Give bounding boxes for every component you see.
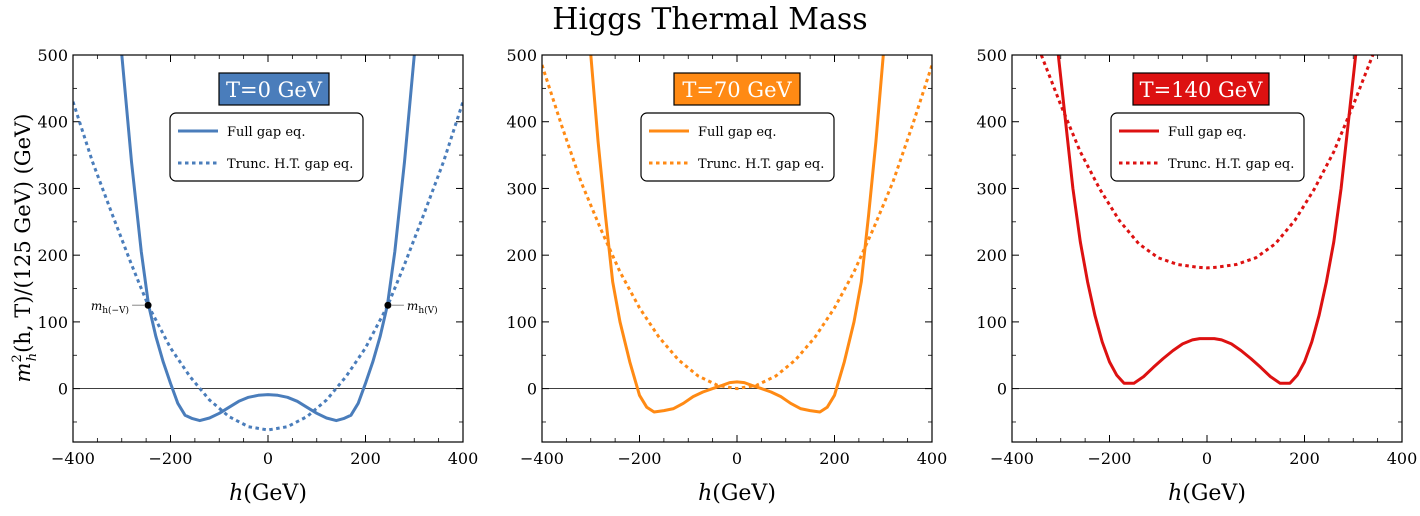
x-tick-label: −200 xyxy=(1088,449,1132,468)
series-line-trunc-ht xyxy=(1039,55,1375,270)
y-tick-label: 100 xyxy=(976,313,1007,332)
annotation-label: mh(V) xyxy=(407,299,438,316)
legend-label: Full gap eq. xyxy=(227,125,306,140)
x-tick-label: −400 xyxy=(990,449,1034,468)
legend-box xyxy=(640,112,835,182)
y-tick-label: 100 xyxy=(37,313,68,332)
figure-title: Higgs Thermal Mass xyxy=(552,2,868,37)
x-tick-label: 200 xyxy=(819,449,850,468)
plot-frame xyxy=(72,54,464,443)
plot-frame xyxy=(1011,54,1403,443)
x-tick-label: 0 xyxy=(1202,449,1212,468)
y-tick-label: 400 xyxy=(37,113,68,132)
y-tick-label: 0 xyxy=(997,380,1007,399)
x-tick-label: 400 xyxy=(448,449,479,468)
y-tick-label: 200 xyxy=(976,246,1007,265)
y-tick-label: 200 xyxy=(506,246,537,265)
x-tick-label: 0 xyxy=(263,449,273,468)
annotation-dot xyxy=(144,301,152,309)
chart-panel-1: −400 −200 0 200 400 0 100 200 300 400 500 mh(−V) mh(… xyxy=(37,46,478,506)
legend-label: Full gap eq. xyxy=(698,125,777,140)
y-tick-label: 500 xyxy=(37,46,68,65)
y-tick-label: 200 xyxy=(37,246,68,265)
panel-title-box xyxy=(1132,72,1270,106)
series-line-trunc-ht xyxy=(542,64,932,391)
legend-label: Trunc. H.T. gap eq. xyxy=(227,157,353,172)
annotation-dot xyxy=(384,301,392,309)
annotation-label: mh(−V) xyxy=(91,299,129,316)
y-tick-label: 400 xyxy=(976,113,1007,132)
x-tick-label: 400 xyxy=(917,449,948,468)
panel-title: T=70 GeV xyxy=(682,78,792,102)
legend-box xyxy=(1110,112,1305,182)
panel-title: T=140 GeV xyxy=(1140,78,1264,102)
y-tick-label: 400 xyxy=(506,113,537,132)
y-tick-label: 300 xyxy=(506,179,537,198)
y-tick-label: 300 xyxy=(976,179,1007,198)
series-line-full-gap xyxy=(1056,55,1358,385)
x-axis-label: h(GeV) xyxy=(229,481,307,506)
legend-label: Trunc. H.T. gap eq. xyxy=(1168,157,1294,172)
y-tick-label: 100 xyxy=(506,313,537,332)
chart-panel-2: −400 −200 0 200 400 0 100 200 300 400 500 T=70 GeV F… xyxy=(506,46,947,506)
y-tick-label: 500 xyxy=(506,46,537,65)
x-tick-label: −400 xyxy=(520,449,564,468)
legend-label: Trunc. H.T. gap eq. xyxy=(698,157,824,172)
x-tick-label: −200 xyxy=(618,449,662,468)
panel-title: T=0 GeV xyxy=(226,78,323,102)
y-tick-label: 0 xyxy=(58,380,68,399)
series-line-full-gap xyxy=(589,55,885,414)
y-tick-label: 500 xyxy=(976,46,1007,65)
panel-title-box xyxy=(218,72,330,106)
x-tick-label: 200 xyxy=(350,449,381,468)
y-axis-label: m2h(h, T)/(125 GeV) (GeV) xyxy=(10,114,40,383)
y-tick-label: 0 xyxy=(527,380,537,399)
x-tick-label: 0 xyxy=(732,449,742,468)
x-tick-label: −400 xyxy=(51,449,95,468)
x-axis-label: h(GeV) xyxy=(698,481,776,506)
legend-box xyxy=(169,112,364,182)
chart-panel-3: −400 −200 0 200 400 0 100 200 300 400 500 T=140 GeV… xyxy=(976,46,1417,506)
x-tick-label: 400 xyxy=(1387,449,1418,468)
x-tick-label: 200 xyxy=(1289,449,1320,468)
series-line-full-gap xyxy=(120,55,416,423)
panel-title-box xyxy=(673,72,801,106)
legend-label: Full gap eq. xyxy=(1168,125,1247,140)
x-axis-label: h(GeV) xyxy=(1168,481,1246,506)
x-tick-label: −200 xyxy=(149,449,193,468)
plot-frame xyxy=(541,54,933,443)
y-tick-label: 300 xyxy=(37,179,68,198)
